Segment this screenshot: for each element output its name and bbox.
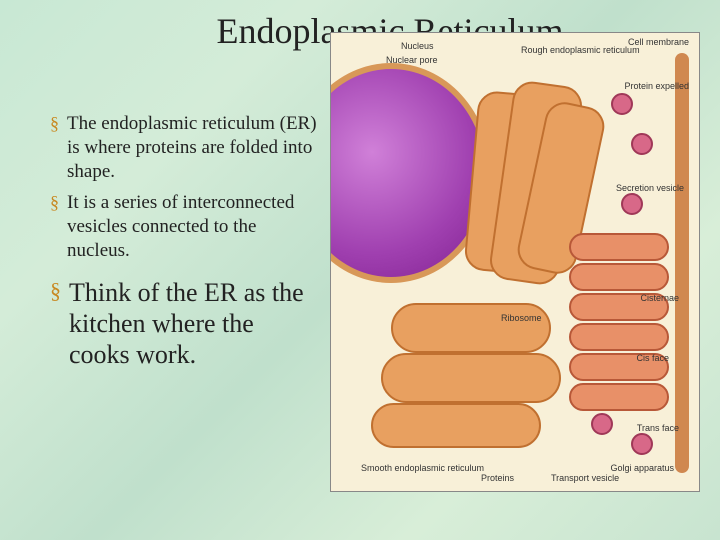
diagram-label-cisternae: Cisternae bbox=[640, 293, 679, 303]
diagram-label-nucleus: Nucleus bbox=[401, 41, 434, 51]
diagram-label-smooth-er: Smooth endoplasmic reticulum bbox=[361, 463, 484, 473]
bullet-text: The endoplasmic reticulum (ER) is where … bbox=[67, 112, 320, 183]
bullet-text-emphasis: Think of the ER as the kitchen where the… bbox=[69, 277, 320, 371]
vesicle-shape bbox=[621, 193, 643, 215]
smooth-er-fold bbox=[371, 403, 541, 448]
diagram-label-secretion-vesicle: Secretion vesicle bbox=[616, 183, 684, 193]
diagram-label-rough-er: Rough endoplasmic reticulum bbox=[521, 45, 640, 55]
image-column: Nucleus Nuclear pore Rough endoplasmic r… bbox=[330, 32, 700, 492]
diagram-label-trans-face: Trans face bbox=[637, 423, 679, 433]
golgi-apparatus-shape bbox=[569, 233, 679, 433]
diagram-label-nuclear-pore: Nuclear pore bbox=[386, 55, 438, 65]
slide: Endoplasmic Reticulum § The endoplasmic … bbox=[0, 0, 720, 540]
diagram-label-transport-vesicle: Transport vesicle bbox=[551, 473, 619, 483]
bullet-item: § Think of the ER as the kitchen where t… bbox=[50, 277, 320, 371]
bullet-icon: § bbox=[50, 112, 59, 135]
bullet-item: § It is a series of interconnected vesic… bbox=[50, 191, 320, 262]
diagram-label-golgi: Golgi apparatus bbox=[610, 463, 674, 473]
diagram-label-ribosome: Ribosome bbox=[501, 313, 542, 323]
bullet-icon: § bbox=[50, 191, 59, 214]
vesicle-shape bbox=[611, 93, 633, 115]
bullet-icon: § bbox=[50, 277, 61, 306]
text-column: § The endoplasmic reticulum (ER) is wher… bbox=[20, 112, 320, 378]
diagram-label-protein-expelled: Protein expelled bbox=[624, 81, 689, 91]
smooth-er-fold bbox=[391, 303, 551, 353]
smooth-er-fold bbox=[381, 353, 561, 403]
content-row: § The endoplasmic reticulum (ER) is wher… bbox=[20, 112, 700, 492]
diagram-label-cis-face: Cis face bbox=[636, 353, 669, 363]
bullet-item: § The endoplasmic reticulum (ER) is wher… bbox=[50, 112, 320, 183]
vesicle-shape bbox=[631, 133, 653, 155]
diagram-label-cell-membrane: Cell membrane bbox=[628, 37, 689, 47]
vesicle-shape bbox=[631, 433, 653, 455]
bullet-text: It is a series of interconnected vesicle… bbox=[67, 191, 320, 262]
diagram-label-proteins: Proteins bbox=[481, 473, 514, 483]
cell-diagram: Nucleus Nuclear pore Rough endoplasmic r… bbox=[330, 32, 700, 492]
vesicle-shape bbox=[591, 413, 613, 435]
